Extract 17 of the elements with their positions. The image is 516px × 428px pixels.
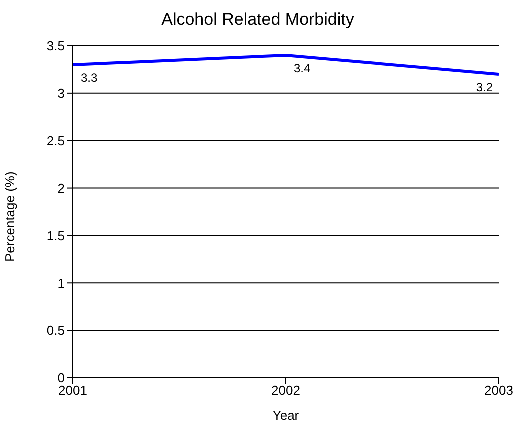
y-tick-label: 0: [58, 370, 65, 386]
x-tick-label: 2001: [58, 383, 88, 398]
x-axis-title: Year: [272, 408, 300, 423]
x-tick-label: 2002: [272, 383, 300, 398]
y-tick-label: 3.5: [46, 38, 65, 54]
data-label: 3.2: [476, 80, 494, 94]
y-tick-label: 1.5: [46, 228, 65, 244]
y-axis-title: Percentage (%): [2, 172, 18, 262]
y-tick-label: 2: [58, 180, 65, 196]
chart-title: Alcohol Related Morbidity: [160, 10, 356, 30]
y-tick-label: 0.5: [46, 323, 65, 338]
x-tick-label: 2003: [484, 383, 514, 398]
y-tick-label: 3: [58, 86, 65, 102]
y-tick-label: 2.5: [46, 133, 65, 148]
data-label: 3.3: [81, 70, 98, 85]
y-tick-label: 1: [58, 276, 65, 291]
data-label: 3.4: [294, 61, 312, 76]
